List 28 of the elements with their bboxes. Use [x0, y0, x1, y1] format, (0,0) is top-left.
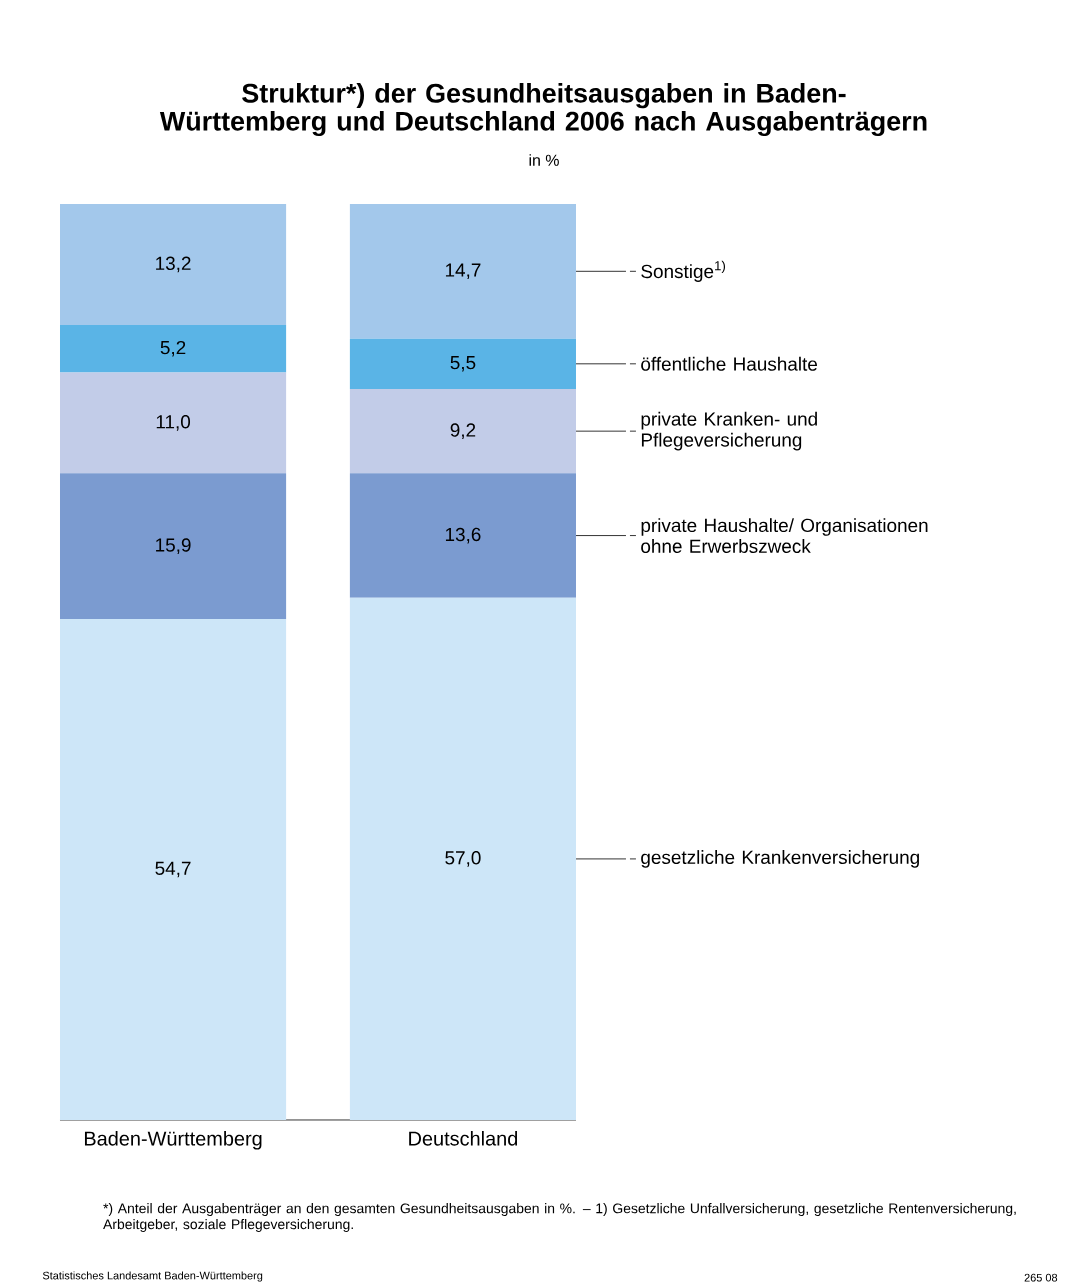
data-label: 13,6: [445, 527, 481, 544]
bar: [349, 473, 576, 598]
bar: [60, 324, 287, 373]
text: private Kranken- und Pflegeversicherung: [641, 411, 817, 451]
bar: [60, 618, 287, 1120]
bar: [60, 203, 287, 325]
data-label: 5,5: [450, 356, 476, 372]
x-tick-label: Baden-Württemberg: [84, 1131, 262, 1150]
text: Sonstige$^{1)}$: [641, 260, 726, 282]
x-tick-label: Deutschland: [409, 1131, 518, 1146]
data-label: 14,7: [445, 263, 481, 280]
bar: [60, 372, 287, 474]
bar: [349, 338, 576, 390]
text: gesetzliche Krankenversicherung: [641, 850, 919, 868]
bar: [349, 203, 576, 339]
bar: [349, 597, 576, 1120]
data-label: 57,0: [445, 851, 481, 867]
text: öffentliche Haushalte: [641, 356, 817, 371]
data-label: 54,7: [155, 861, 191, 878]
text: private Haushalte/ Organisationen ohne Erwerbszweck: [641, 518, 928, 553]
data-label: 13,2: [156, 256, 191, 273]
bar: [349, 389, 576, 474]
data-label: 11,0: [156, 415, 191, 431]
bar: [60, 473, 287, 619]
data-label: 15,9: [156, 538, 191, 554]
data-label: 9,2: [450, 423, 476, 439]
data-label: 5,2: [160, 340, 186, 357]
chart-title: Struktur*) der Gesundheitsausgaben in Baden-Württemberg und Deutschland 2006 nach Ausgabenträgern: [159, 83, 927, 137]
